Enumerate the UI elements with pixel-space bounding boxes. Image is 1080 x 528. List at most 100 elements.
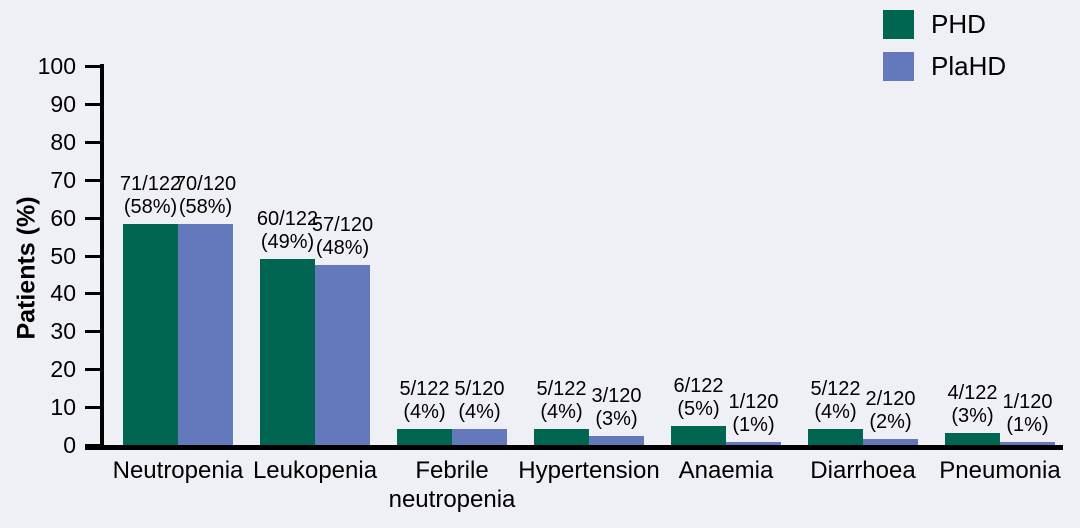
legend-label: PlaHD [931, 51, 1007, 81]
bar-group: 60/122 (49%) 57/120 (48%) [257, 66, 373, 445]
y-tick [85, 65, 102, 68]
y-tick-label: 90 [50, 90, 76, 117]
bar-label-percent: (3%) [951, 404, 994, 427]
bar-label: 5/122 (4%) [810, 378, 860, 424]
bar-label-percent: (1%) [732, 413, 775, 436]
bar-label-fraction: 60/122 [256, 207, 319, 230]
legend-item: PlaHD [883, 52, 1006, 81]
bar-label-percent: (58%) [178, 196, 233, 219]
y-tick-label: 70 [50, 166, 76, 193]
y-tick [85, 368, 102, 372]
y-tick [85, 216, 102, 220]
bar-group: 5/122 (4%) 5/120 (4%) [397, 66, 507, 445]
bar-label-fraction: 5/122 [810, 378, 861, 401]
x-category-label: Diarrhoea [810, 457, 916, 484]
bar-group: 6/122 (5%) 1/120 (1%) [671, 66, 781, 445]
y-tick [85, 178, 102, 182]
bar-label: 4/122 (3%) [947, 382, 997, 428]
legend-label: PHD [931, 9, 986, 39]
bar-label-fraction: 57/120 [311, 213, 374, 236]
y-tick-label: 40 [50, 280, 76, 307]
y-tick [85, 140, 102, 144]
x-axis-line [85, 445, 1063, 450]
bar-label: 1/120 (1%) [728, 391, 778, 437]
legend: PHD PlaHD [883, 10, 1006, 81]
bar-phd: 5/122 (4%) [808, 378, 863, 445]
bar-phd: 60/122 (49%) [257, 208, 318, 445]
bar-label-percent: (49%) [260, 230, 315, 253]
bar-label: 70/120 (58%) [175, 173, 236, 219]
bar-plahd: 70/120 (58%) [175, 173, 236, 445]
x-category-label: Hypertension [518, 457, 660, 484]
bar-label-percent: (4%) [403, 401, 446, 424]
bar-label-percent: (4%) [540, 401, 583, 424]
bar-label: 3/120 (3%) [591, 385, 641, 431]
bar-label-percent: (48%) [315, 236, 370, 259]
bar-phd: 71/122 (58%) [120, 173, 181, 445]
y-tick-label: 20 [50, 356, 76, 383]
bar-label-fraction: 5/122 [536, 378, 587, 401]
bar-label-percent: (4%) [458, 401, 501, 424]
y-tick-label: 50 [50, 242, 76, 269]
x-category-label: Leukopenia [252, 457, 378, 484]
bar-group: 5/122 (4%) 3/120 (3%) [534, 66, 644, 445]
bar-plahd: 57/120 (48%) [312, 214, 373, 445]
bar-label: 71/122 (58%) [120, 173, 181, 219]
bar-label-percent: (3%) [595, 407, 638, 430]
bar-plahd: 1/120 (1%) [726, 391, 781, 445]
y-tick-label: 0 [63, 432, 76, 458]
bar-label-percent: (5%) [677, 398, 720, 421]
bar-plahd: 3/120 (3%) [589, 385, 644, 445]
bar-label-percent: (2%) [869, 410, 912, 433]
bar-label: 2/120 (2%) [865, 388, 915, 434]
x-category-label: Pneumonia [939, 457, 1061, 484]
bar-label-fraction: 1/120 [1002, 390, 1053, 413]
bar-phd: 5/122 (4%) [534, 378, 589, 445]
bar-label-percent: (4%) [814, 401, 857, 424]
legend-item: PHD [883, 10, 1006, 39]
bar-label-fraction: 1/120 [728, 390, 779, 413]
bar-plahd: 2/120 (2%) [863, 388, 918, 445]
y-tick-label: 10 [50, 394, 76, 421]
bar-group: 71/122 (58%) 70/120 (58%) [120, 66, 236, 445]
y-tick [85, 330, 102, 334]
y-tick-label: 100 [37, 53, 76, 79]
plot-area: 71/122 (58%) 70/120 (58%) Neutropenia 60/122(… [103, 66, 1063, 513]
y-axis-line [100, 64, 104, 450]
bar-label: 6/122 (5%) [673, 375, 723, 421]
bar-plahd: 5/120 (4%) [452, 378, 507, 445]
y-tick-label: 60 [50, 204, 76, 231]
bar-label-fraction: 4/122 [947, 381, 998, 404]
y-tick [85, 254, 102, 258]
bar-label: 5/120 (4%) [454, 378, 504, 424]
bar-label: 5/122 (4%) [399, 378, 449, 424]
bar-label-percent: (58%) [123, 196, 178, 219]
bar-group: 5/122 (4%) 2/120 (2%) [808, 66, 918, 445]
bar-label-fraction: 5/122 [399, 378, 450, 401]
x-category-label: Febrile neutropenia [388, 457, 516, 513]
legend-swatch-icon [883, 52, 914, 81]
bar-label-fraction: 3/120 [591, 384, 642, 407]
bar-label-fraction: 5/120 [454, 378, 505, 401]
bar-label-fraction: 6/122 [673, 375, 724, 398]
bar-phd: 4/122 (3%) [945, 382, 1000, 445]
bar-label: 1/120 (1%) [1002, 391, 1052, 437]
bar-label: 57/120 (48%) [312, 214, 373, 260]
y-tick-label: 80 [50, 128, 76, 155]
legend-swatch-icon [883, 10, 914, 39]
bar-label: 60/122 (49%) [257, 208, 318, 254]
bar-plahd: 1/120 (1%) [1000, 391, 1055, 445]
bar-label: 5/122 (4%) [536, 378, 586, 424]
y-tick [85, 406, 102, 410]
x-category-label: Anaemia [678, 457, 774, 484]
y-tick [85, 102, 102, 106]
bar-label-percent: (1%) [1006, 413, 1049, 436]
x-category-label: Neutropenia [112, 457, 244, 484]
y-tick [85, 444, 102, 447]
bar-label-fraction: 71/122 [119, 173, 182, 196]
bar-label-fraction: 70/120 [174, 173, 237, 196]
bar-group: 4/122 (3%) 1/120 (1%) [945, 66, 1055, 445]
y-tick [85, 292, 102, 296]
bar-phd: 5/122 (4%) [397, 378, 452, 445]
y-tick-label: 30 [50, 318, 76, 345]
